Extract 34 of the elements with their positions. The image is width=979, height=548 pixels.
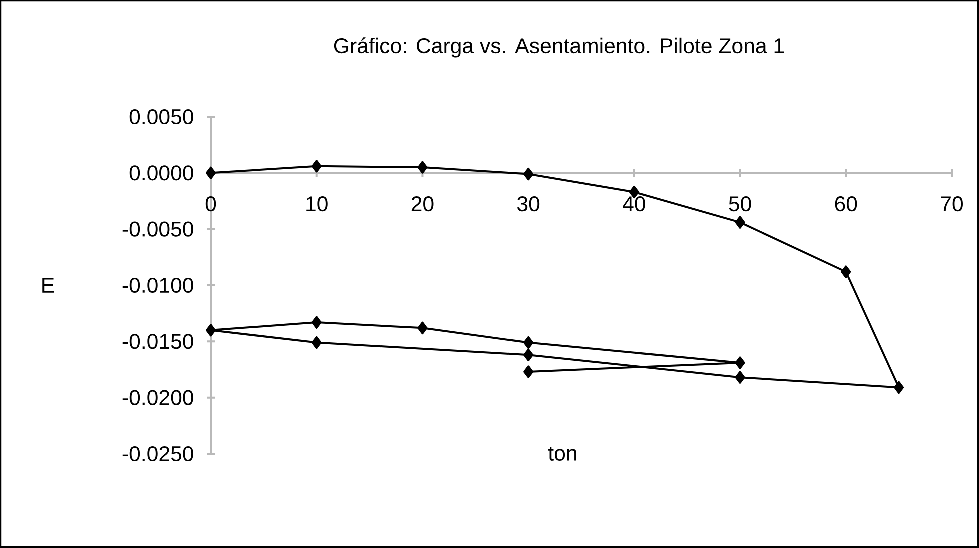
point bbox=[524, 366, 534, 378]
y-tick-label: -0.0250 bbox=[122, 446, 194, 462]
x-tick-label: 70 bbox=[941, 196, 964, 212]
y-axis-title: E bbox=[42, 278, 54, 293]
point bbox=[418, 322, 428, 335]
y-tick-label: -0.0200 bbox=[122, 390, 194, 406]
point bbox=[894, 381, 904, 394]
y-tick-label: -0.0150 bbox=[122, 334, 194, 350]
chart-title: Gráfico: Carga vs. Asentamiento. Pilote Zona 1 bbox=[334, 38, 784, 58]
x-axis-title: ton bbox=[548, 446, 576, 461]
point bbox=[524, 336, 534, 350]
x-tick-label: 60 bbox=[835, 196, 858, 212]
x-tick-label: 10 bbox=[306, 196, 328, 212]
y-tick-label: 0.0050 bbox=[130, 109, 194, 125]
point bbox=[841, 266, 852, 278]
point bbox=[206, 166, 216, 180]
point bbox=[735, 371, 746, 384]
point bbox=[206, 324, 216, 337]
x-tick-label: 0 bbox=[206, 196, 216, 212]
x-tick-label: 40 bbox=[623, 196, 646, 212]
point bbox=[312, 316, 322, 329]
point bbox=[312, 160, 322, 173]
point bbox=[312, 336, 322, 350]
point bbox=[735, 216, 746, 229]
y-tick-label: -0.0050 bbox=[122, 222, 194, 237]
x-tick-label: 30 bbox=[518, 196, 540, 212]
x-tick-label: 20 bbox=[412, 196, 434, 212]
point bbox=[735, 356, 746, 370]
point bbox=[524, 348, 534, 362]
x-tick-label: 50 bbox=[729, 196, 752, 212]
y-tick-label: -0.0100 bbox=[122, 278, 194, 294]
point bbox=[418, 161, 428, 174]
y-tick-label: 0.0000 bbox=[130, 166, 194, 181]
point bbox=[524, 168, 534, 181]
